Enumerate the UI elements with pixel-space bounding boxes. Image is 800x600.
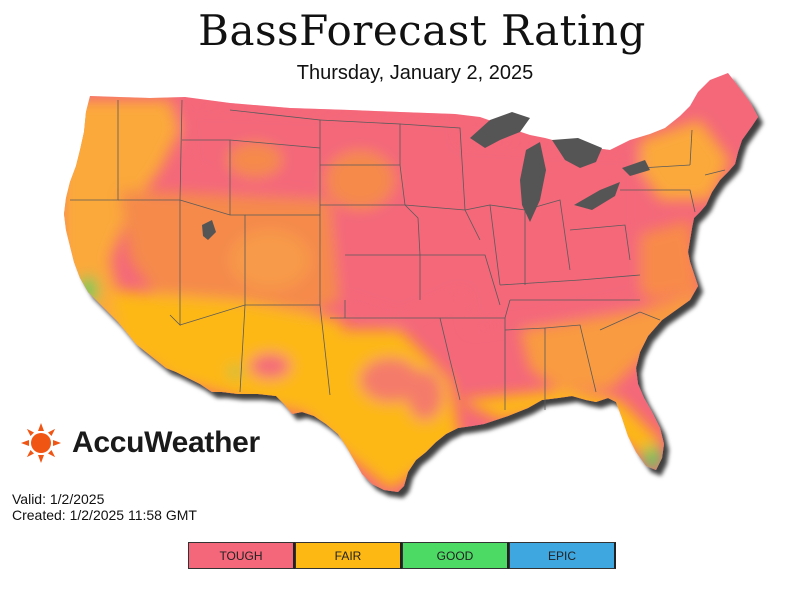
great-lakes: [470, 112, 650, 222]
map-title: BassForecast Rating: [198, 6, 646, 55]
legend-good: GOOD: [402, 542, 509, 569]
legend-fair: FAIR: [295, 542, 402, 569]
great-salt-lake: [202, 220, 216, 240]
forecast-meta: Valid: 1/2/2025 Created: 1/2/2025 11:58 …: [12, 491, 197, 523]
accuweather-logo: AccuWeather: [20, 422, 260, 464]
legend-tough: TOUGH: [188, 542, 295, 569]
brand-name: AccuWeather: [72, 426, 260, 459]
forecast-date: Thursday, January 2, 2025: [296, 62, 534, 84]
state-borders: [70, 99, 726, 410]
rating-legend: TOUGH FAIR GOOD EPIC: [188, 542, 616, 569]
legend-epic: EPIC: [509, 542, 616, 569]
created-date: Created: 1/2/2025 11:58 GMT: [12, 507, 197, 523]
sun-icon: [21, 423, 61, 463]
valid-date: Valid: 1/2/2025: [12, 491, 105, 507]
